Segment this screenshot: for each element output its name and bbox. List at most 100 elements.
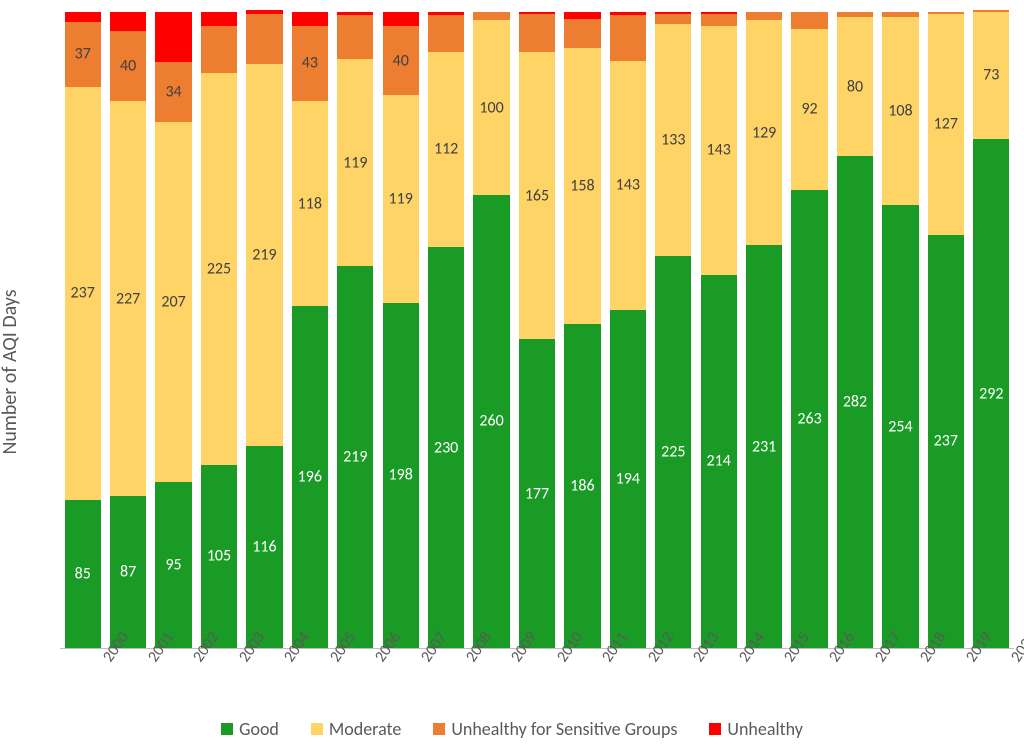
bar-column: 282803 <box>832 10 877 648</box>
bar-value-label: 8 <box>306 0 314 5</box>
bar-segment-sensitive <box>428 15 464 52</box>
bar-segment-sensitive <box>837 12 873 17</box>
bar-segment-unhealthy <box>292 12 328 26</box>
aqi-stacked-bar-chart: Number of AQI Days 852373768722740119520… <box>0 0 1024 744</box>
bar-segment-unhealthy <box>201 12 237 26</box>
bar-segment-good <box>610 310 646 648</box>
bar-column: 21414317 <box>696 10 741 648</box>
bar-segment-good <box>473 195 509 648</box>
bar-segment-sensitive <box>746 12 782 21</box>
bar-segment-unhealthy <box>155 12 191 63</box>
bar-segment-sensitive <box>292 26 328 101</box>
bar-column: 872274011 <box>105 10 150 648</box>
bar-value-label: 1 <box>942 0 950 5</box>
legend-item-sensitive: Unhealthy for Sensitive Groups <box>433 718 677 740</box>
bar-column: 2371271 <box>923 10 968 648</box>
legend: GoodModerateUnhealthy for Sensitive Grou… <box>0 718 1024 740</box>
bar-segment-good <box>791 190 827 648</box>
legend-label: Unhealthy for Sensitive Groups <box>451 718 677 740</box>
bar-column: 105225827 <box>196 10 241 648</box>
bar-value-label: 1 <box>715 0 723 5</box>
bar-value-label: 3 <box>851 0 859 5</box>
bar-value-label: 5 <box>487 0 495 5</box>
bar-segment-sensitive <box>564 19 600 49</box>
bar-segment-unhealthy <box>655 12 691 14</box>
legend-swatch <box>433 723 445 735</box>
bar-value-label: 1 <box>987 0 995 4</box>
bar-segment-sensitive <box>473 12 509 21</box>
bar-segment-good <box>65 500 101 648</box>
bar-segment-moderate <box>473 20 509 194</box>
bar-segment-unhealthy <box>610 12 646 15</box>
bar-segment-good <box>292 306 328 648</box>
bar-segment-sensitive <box>882 12 918 17</box>
bar-column: 2639210 <box>787 10 832 648</box>
bar-segment-sensitive <box>610 15 646 60</box>
bar-segment-sensitive <box>155 62 191 121</box>
bar-segment-good <box>246 446 282 648</box>
bar-segment-unhealthy <box>701 12 737 14</box>
bar-value-label: 2 <box>624 0 632 5</box>
bar-value-label: 2 <box>442 0 450 5</box>
bar-value-label: 5 <box>760 0 768 5</box>
bar-segment-sensitive <box>110 31 146 101</box>
bar-column: 22513316 <box>651 10 696 648</box>
bar-column: 952073429 <box>151 10 196 648</box>
bar-segment-unhealthy <box>564 12 600 19</box>
legend-item-unhealthy: Unhealthy <box>709 718 802 740</box>
bar-segment-good <box>928 235 964 648</box>
bar-segment-good <box>564 324 600 648</box>
bar-segment-moderate <box>155 122 191 483</box>
bar-segment-moderate <box>246 64 282 446</box>
bar-column: 292731 <box>969 10 1014 648</box>
plot-area: 8523737687227401195207342910522582711621… <box>60 10 1014 649</box>
bar-value-label: 29 <box>165 0 181 5</box>
bar-segment-sensitive <box>246 14 282 65</box>
bar-segment-moderate <box>519 52 555 340</box>
bar-segment-sensitive <box>655 14 691 24</box>
bar-segment-moderate <box>882 17 918 205</box>
bar-segment-sensitive <box>928 12 964 14</box>
legend-swatch <box>221 723 233 735</box>
bar-segment-sensitive <box>65 22 101 86</box>
bar-segment-good <box>337 266 373 648</box>
bar-column: 194143226 <box>605 10 650 648</box>
bar-value-label: 1 <box>669 0 677 5</box>
bar-column: 230112221 <box>423 10 468 648</box>
bar-segment-good <box>201 465 237 648</box>
bar-segment-moderate <box>701 26 737 275</box>
bar-value-label: 1 <box>533 0 541 5</box>
bar-segment-unhealthy <box>428 12 464 15</box>
bar-value-label: 10 <box>801 0 817 5</box>
bar-column: 2311295 <box>741 10 786 648</box>
bar-segment-sensitive <box>337 15 373 59</box>
bar-column: 177165122 <box>514 10 559 648</box>
bar-segment-good <box>155 482 191 648</box>
bar-segment-unhealthy <box>383 12 419 26</box>
bar-segment-unhealthy <box>110 12 146 31</box>
bar-value-label: 11 <box>120 0 136 5</box>
bar-column: 2601005 <box>469 10 514 648</box>
bar-segment-good <box>701 275 737 648</box>
bar-segment-unhealthy <box>246 10 282 13</box>
legend-label: Moderate <box>329 718 401 740</box>
bar-segment-sensitive <box>701 14 737 26</box>
bar-segment-sensitive <box>519 14 555 52</box>
bar-segment-good <box>837 156 873 648</box>
bar-segment-good <box>973 139 1009 648</box>
bar-column: 198119408 <box>378 10 423 648</box>
bar-value-label: 8 <box>215 0 223 5</box>
legend-swatch <box>311 723 323 735</box>
bar-segment-moderate <box>428 52 464 247</box>
bar-segment-moderate <box>65 87 101 500</box>
bar-segment-good <box>746 245 782 648</box>
bar-value-label: 2 <box>260 0 268 4</box>
legend-item-moderate: Moderate <box>311 718 401 740</box>
bar-column: 2541083 <box>878 10 923 648</box>
bar-column: 196118438 <box>287 10 332 648</box>
bar-segment-moderate <box>746 20 782 245</box>
bar-segment-moderate <box>292 101 328 307</box>
bar-segment-moderate <box>201 73 237 465</box>
bar-segment-good <box>110 496 146 648</box>
bar-segment-moderate <box>928 14 964 235</box>
